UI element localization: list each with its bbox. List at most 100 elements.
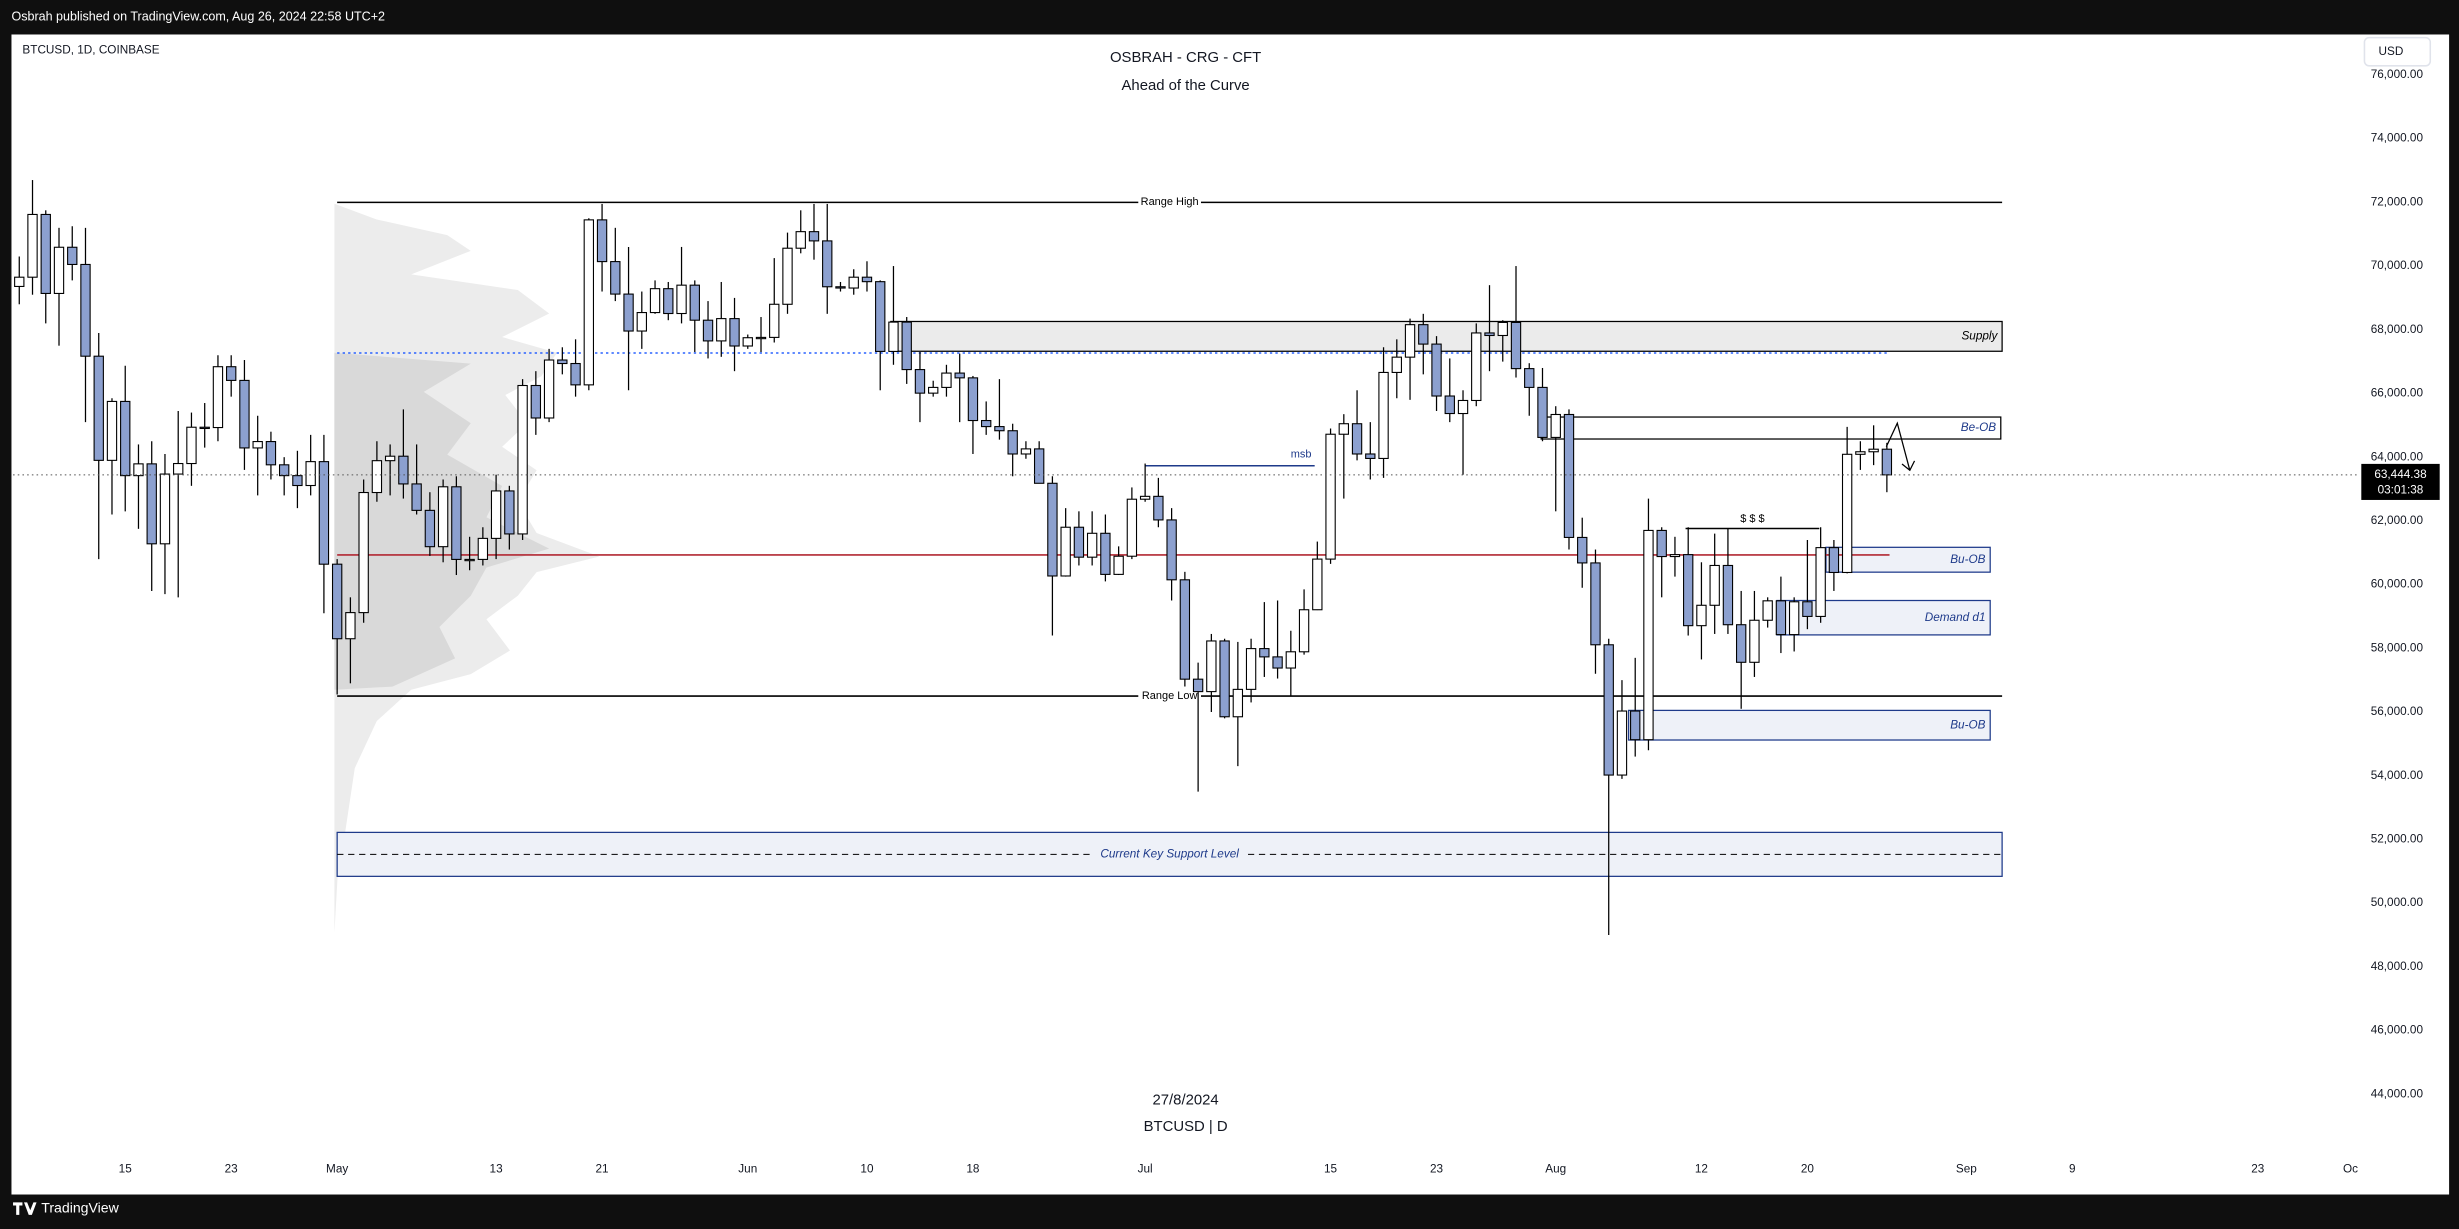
candle-body [120, 400, 131, 477]
candle-body [67, 246, 78, 266]
candle-body [1047, 482, 1058, 577]
zone-box [1627, 709, 1991, 741]
candle-body [795, 231, 806, 249]
candle-body [1206, 640, 1217, 693]
watermark-date: 27/8/2024 [1153, 1092, 1219, 1108]
candle-body [875, 281, 886, 352]
candle-body [835, 286, 846, 289]
candle-body [1365, 453, 1376, 459]
y-tick-label: 72,000.00 [2371, 195, 2424, 208]
candle-body [424, 509, 436, 548]
candle-body [371, 460, 383, 494]
candle-body [1775, 600, 1787, 636]
x-tick-label: 15 [119, 1163, 133, 1176]
y-tick-label: 76,000.00 [2371, 68, 2424, 81]
y-tick-label: 62,000.00 [2371, 514, 2424, 527]
candle-body [292, 475, 303, 487]
last-price-box [2361, 463, 2440, 500]
candle-body [517, 384, 528, 535]
candle-body [106, 400, 118, 461]
candle-body [27, 213, 38, 278]
y-tick-label: 48,000.00 [2371, 960, 2424, 973]
candle-body [146, 463, 157, 545]
candle-body [1802, 601, 1813, 617]
symbol-info: BTCUSD, 1D, COINBASE [22, 43, 159, 56]
zone-label-bg [1091, 846, 1249, 863]
candle-body [252, 441, 263, 449]
candle-body [1285, 651, 1297, 669]
candle-body [40, 213, 51, 294]
candle-body [914, 369, 926, 394]
candle-body [1616, 710, 1628, 776]
x-tick-label: 18 [966, 1163, 980, 1176]
candle-body [702, 319, 714, 342]
level-label: $ $ $ [1740, 513, 1764, 525]
candle-body [1484, 332, 1495, 337]
candle-body [1007, 430, 1018, 455]
currency-label[interactable]: USD [2379, 45, 2404, 58]
currency-button[interactable] [2363, 36, 2432, 67]
candle-body [901, 321, 912, 371]
candle-body [1073, 526, 1085, 558]
candle-body [186, 426, 197, 465]
candle-body [1351, 423, 1363, 455]
candle-body [1113, 555, 1124, 575]
brand-logo [13, 1202, 37, 1215]
y-tick-label: 60,000.00 [2371, 578, 2424, 591]
candle-body [822, 240, 833, 288]
candle-body [716, 318, 727, 342]
candle-body [1550, 413, 1561, 438]
candle-body [384, 455, 396, 462]
candle-body [1603, 644, 1614, 776]
candle-body [80, 263, 91, 357]
candle-body [278, 464, 290, 477]
x-tick-label: May [326, 1163, 348, 1176]
x-tick-label: 9 [2069, 1163, 2076, 1176]
candle-body [941, 372, 952, 388]
zone-label: Supply [1961, 329, 1998, 342]
projection-arrow [1885, 421, 1916, 472]
candle-body [1272, 656, 1283, 669]
level-label: Range Low [1142, 690, 1198, 702]
candle-body [305, 461, 316, 487]
candle-body [53, 246, 65, 294]
publish-info: Osbrah published on TradingView.com, Aug… [11, 10, 385, 24]
candle-body [596, 219, 608, 263]
candle-body [769, 303, 780, 338]
candle-body [782, 247, 793, 305]
candle-body [1471, 332, 1482, 402]
candle-body [583, 219, 595, 386]
candle-body [1762, 600, 1773, 621]
candle-body [1881, 448, 1893, 476]
y-tick-label: 74,000.00 [2371, 132, 2424, 145]
candle-body [411, 483, 422, 511]
candle-body [888, 321, 899, 352]
y-tick-label: 64,000.00 [2371, 450, 2424, 463]
candle-body [649, 288, 661, 314]
x-tick-label: 15 [1324, 1163, 1338, 1176]
candle-body [1232, 688, 1244, 718]
x-tick-label: 13 [490, 1163, 504, 1176]
candle-body [1219, 640, 1230, 718]
y-tick-label: 52,000.00 [2371, 833, 2424, 846]
candle-body [1669, 554, 1681, 558]
x-tick-label: 23 [1430, 1163, 1444, 1176]
candle-body [1444, 395, 1455, 415]
x-tick-label: 20 [1801, 1163, 1815, 1176]
candle-body [928, 386, 939, 394]
candle-body [1100, 532, 1111, 575]
candle-body [1378, 371, 1389, 459]
candle-body [1749, 619, 1760, 663]
y-tick-label: 70,000.00 [2371, 259, 2424, 272]
candle-body [610, 261, 621, 295]
candle-body [1563, 413, 1575, 538]
y-tick-label: 66,000.00 [2371, 387, 2424, 400]
candle-body [331, 563, 343, 640]
candle-body [1643, 529, 1654, 741]
candle-body [1139, 495, 1151, 500]
candle-body [967, 377, 979, 422]
candle-body [159, 473, 171, 545]
candle-body [1722, 564, 1734, 626]
candle-body [318, 461, 330, 565]
